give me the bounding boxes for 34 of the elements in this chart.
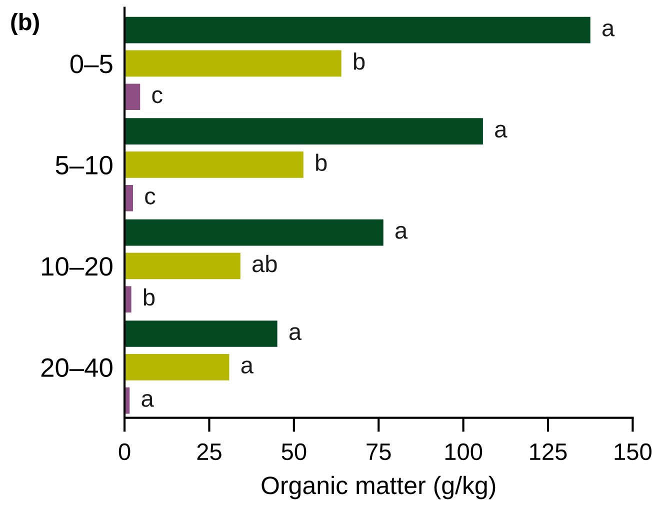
x-tick-label: 25 xyxy=(197,443,222,460)
y-tick-label: 20–40 xyxy=(41,358,112,377)
bar xyxy=(124,16,590,44)
bar xyxy=(124,118,483,144)
data-label: c xyxy=(145,192,156,204)
x-tick-label: 50 xyxy=(282,443,306,460)
x-tick-label: 125 xyxy=(530,443,567,460)
data-label: a xyxy=(142,394,154,407)
bar xyxy=(124,84,140,110)
data-label: ab xyxy=(252,254,277,272)
data-label: a xyxy=(495,124,508,138)
data-label: b xyxy=(316,154,327,172)
bar xyxy=(124,50,342,77)
y-tick-label: 0–5 xyxy=(70,54,112,74)
data-label: a xyxy=(241,360,254,374)
data-label: a xyxy=(395,226,408,239)
data-label: a xyxy=(602,23,615,36)
data-label: b xyxy=(144,288,155,306)
chart-title: (b) xyxy=(11,12,39,35)
bar xyxy=(124,152,304,178)
x-tick-label: 0 xyxy=(118,443,130,460)
x-tick-label: 100 xyxy=(445,443,482,460)
x-axis-title: Organic matter (g/kg) xyxy=(262,476,496,500)
y-tick-label: 10–20 xyxy=(42,257,112,276)
bar xyxy=(124,219,384,246)
bar xyxy=(124,320,278,347)
y-tick-label: 5–10 xyxy=(56,156,112,175)
data-label: b xyxy=(354,52,365,70)
x-tick-label: 75 xyxy=(366,444,391,460)
bar xyxy=(124,354,230,380)
data-label: c xyxy=(152,90,162,104)
x-tick-label: 150 xyxy=(614,443,652,460)
data-label: a xyxy=(289,327,302,340)
bar xyxy=(124,252,240,280)
